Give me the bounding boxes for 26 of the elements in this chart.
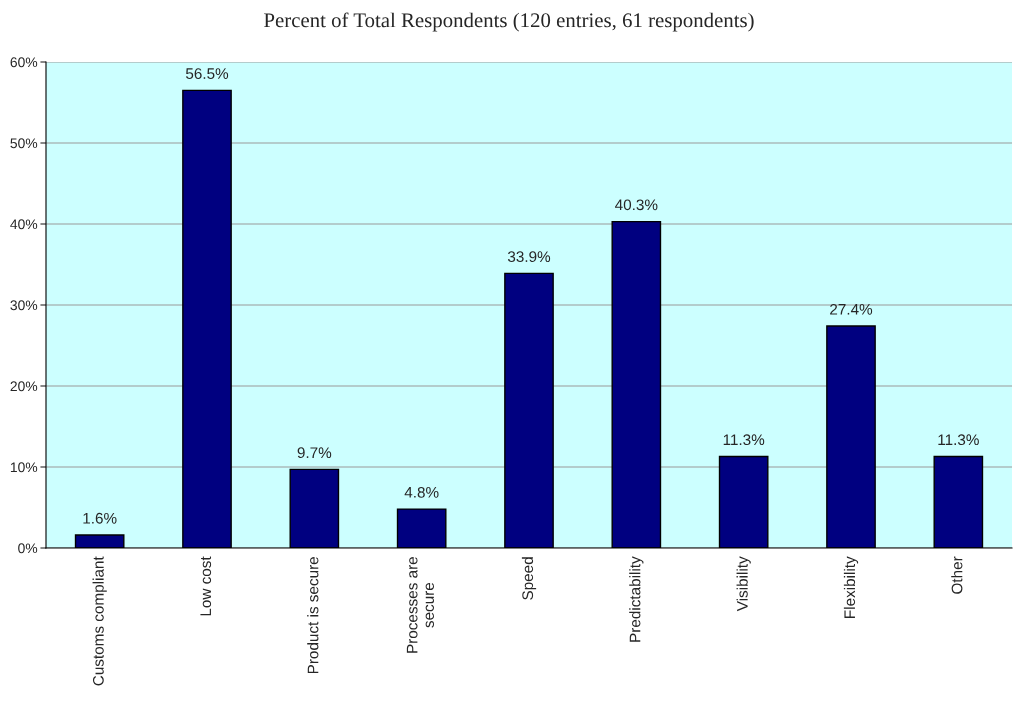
- y-tick-label: 60%: [10, 57, 38, 68]
- data-label: 56.5%: [185, 68, 229, 79]
- data-label: 11.3%: [938, 434, 979, 446]
- x-tick-label: Visibility: [736, 556, 751, 612]
- data-label: 4.8%: [404, 486, 439, 498]
- data-label: 9.7%: [297, 447, 332, 459]
- y-tick-label: 20%: [10, 381, 38, 392]
- data-label: 27.4%: [830, 303, 873, 315]
- x-tick-label: Predictability: [629, 556, 644, 642]
- x-tick-label: Other: [951, 556, 963, 594]
- chart-title: Percent of Total Respondents (120 entries, 61 respondents): [264, 12, 754, 32]
- x-tick-label: Customs compliant: [92, 556, 107, 686]
- y-tick-label: 30%: [10, 300, 38, 311]
- data-label: 33.9%: [507, 251, 551, 263]
- x-tick-label: Flexibility: [843, 556, 859, 618]
- y-tick-label: 40%: [10, 219, 38, 230]
- x-tick-label: Low cost: [200, 556, 212, 616]
- x-tick-label: Product is secure: [307, 557, 319, 674]
- y-tick-label: 0%: [18, 543, 38, 554]
- y-tick-label: 50%: [10, 138, 38, 149]
- data-label: 11.3%: [723, 434, 765, 446]
- y-tick-label: 10%: [10, 462, 38, 473]
- x-tick-label: Speed: [521, 557, 537, 600]
- x-tick-label: Processes are secure: [406, 557, 434, 653]
- data-label: 40.3%: [615, 199, 658, 211]
- data-label: 1.6%: [83, 512, 117, 524]
